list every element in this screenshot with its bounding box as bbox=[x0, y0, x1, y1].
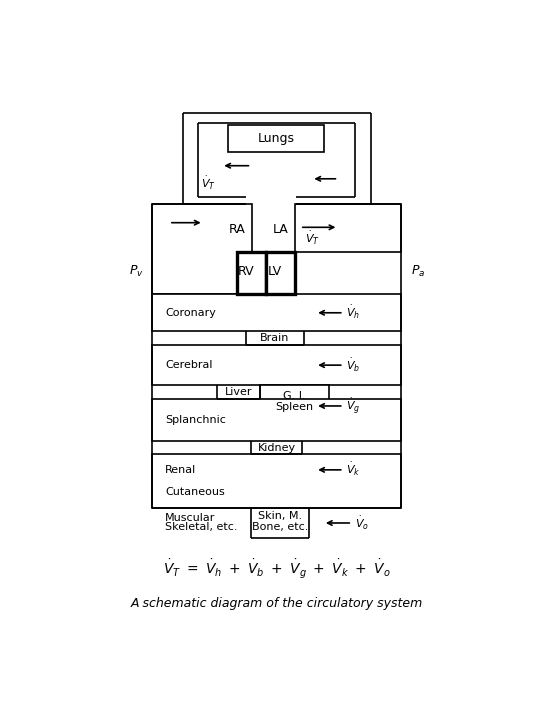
Text: RV: RV bbox=[238, 265, 255, 278]
Text: $P_v$: $P_v$ bbox=[129, 264, 144, 279]
Text: $\dot{V}_o$: $\dot{V}_o$ bbox=[355, 515, 369, 531]
Text: $P_a$: $P_a$ bbox=[410, 264, 425, 279]
Text: Coronary: Coronary bbox=[165, 307, 216, 318]
Bar bbox=[260, 385, 329, 423]
Text: Brain: Brain bbox=[260, 333, 289, 343]
Bar bbox=[152, 294, 401, 331]
Text: $\dot{V}_T$: $\dot{V}_T$ bbox=[201, 175, 216, 192]
Text: Skin, M.: Skin, M. bbox=[258, 511, 302, 521]
Text: Liver: Liver bbox=[225, 387, 252, 397]
Text: Splanchnic: Splanchnic bbox=[165, 415, 226, 425]
Text: G. I.: G. I. bbox=[283, 391, 306, 401]
Text: Bone, etc.: Bone, etc. bbox=[252, 522, 308, 532]
Text: LA: LA bbox=[273, 223, 289, 236]
Text: $\dot{V}_T\ =\ \dot{V}_h\ +\ \dot{V}_b\ +\ \dot{V}_g\ +\ \dot{V}_k\ +\ \dot{V}_o: $\dot{V}_T\ =\ \dot{V}_h\ +\ \dot{V}_b\ … bbox=[163, 557, 390, 580]
Bar bbox=[152, 345, 401, 385]
Bar bbox=[152, 399, 401, 441]
Text: Cutaneous: Cutaneous bbox=[165, 487, 225, 498]
Bar bbox=[295, 204, 401, 252]
Text: Cerebral: Cerebral bbox=[165, 360, 213, 370]
Text: A schematic diagram of the circulatory system: A schematic diagram of the circulatory s… bbox=[131, 598, 423, 611]
Text: $\dot{V}_g$: $\dot{V}_g$ bbox=[346, 396, 360, 415]
Bar bbox=[237, 252, 266, 294]
Bar bbox=[228, 125, 325, 152]
Text: Lungs: Lungs bbox=[258, 132, 295, 145]
Text: Spleen: Spleen bbox=[275, 402, 314, 412]
Bar bbox=[152, 204, 252, 294]
Bar bbox=[266, 252, 295, 294]
Text: $\dot{V}_k$: $\dot{V}_k$ bbox=[346, 462, 361, 478]
Bar bbox=[152, 454, 401, 508]
Text: Muscular: Muscular bbox=[165, 513, 215, 523]
Text: LV: LV bbox=[267, 265, 282, 278]
Text: $\dot{V}_b$: $\dot{V}_b$ bbox=[346, 356, 360, 374]
Text: Skeletal, etc.: Skeletal, etc. bbox=[165, 522, 238, 532]
Text: Renal: Renal bbox=[165, 465, 197, 475]
Text: Kidney: Kidney bbox=[258, 443, 296, 453]
Text: $\dot{V}_h$: $\dot{V}_h$ bbox=[346, 305, 360, 321]
Text: RA: RA bbox=[228, 223, 245, 236]
Text: $\dot{V}_T$: $\dot{V}_T$ bbox=[305, 230, 320, 248]
